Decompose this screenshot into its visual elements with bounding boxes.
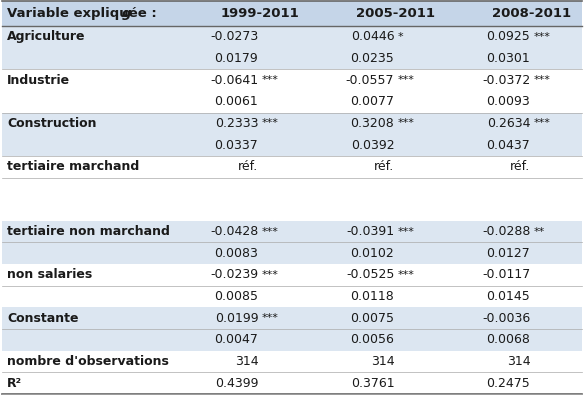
Text: Constante: Constante	[7, 312, 78, 325]
Text: 1999-2011: 1999-2011	[220, 7, 299, 20]
Bar	[2, 264, 582, 286]
Text: *: *	[397, 32, 403, 42]
Text: 314: 314	[235, 355, 258, 368]
Text: -0.0428: -0.0428	[210, 225, 258, 238]
Bar	[2, 26, 582, 48]
Text: 0.0077: 0.0077	[350, 95, 394, 108]
Text: 0.0093: 0.0093	[486, 95, 530, 108]
Text: -0.0557: -0.0557	[346, 73, 394, 87]
Text: **: **	[533, 227, 544, 237]
Text: 0.0083: 0.0083	[214, 247, 258, 260]
Text: réf.: réf.	[374, 160, 394, 173]
Text: -0.0525: -0.0525	[346, 268, 394, 281]
Bar	[2, 221, 582, 243]
Text: Variable expliquée :: Variable expliquée :	[7, 7, 161, 20]
Text: réf.: réf.	[238, 160, 258, 173]
Text: 0.0127: 0.0127	[486, 247, 530, 260]
Text: 2005-2011: 2005-2011	[356, 7, 435, 20]
Text: ***: ***	[261, 227, 278, 237]
Text: 2008-2011: 2008-2011	[492, 7, 571, 20]
Text: ***: ***	[397, 75, 414, 85]
Bar	[2, 372, 582, 394]
Text: 0.0179: 0.0179	[214, 52, 258, 65]
Bar	[2, 177, 582, 199]
Text: 0.0047: 0.0047	[214, 333, 258, 346]
Text: ***: ***	[397, 227, 414, 237]
Text: 314: 314	[507, 355, 530, 368]
Text: 0.0337: 0.0337	[214, 139, 258, 152]
Text: -0.0288: -0.0288	[482, 225, 530, 238]
Text: réf.: réf.	[510, 160, 530, 173]
Bar	[2, 329, 582, 351]
Text: 0.0925: 0.0925	[486, 30, 530, 43]
Bar	[2, 351, 582, 372]
Text: ***: ***	[261, 75, 278, 85]
Text: ***: ***	[533, 32, 550, 42]
Text: -0.0273: -0.0273	[210, 30, 258, 43]
Text: ***: ***	[261, 270, 278, 280]
Text: non salaries: non salaries	[7, 268, 92, 281]
Bar	[2, 134, 582, 156]
Text: ***: ***	[397, 118, 414, 128]
Bar	[2, 113, 582, 134]
Bar	[2, 307, 582, 329]
Text: 0.0235: 0.0235	[350, 52, 394, 65]
Text: R²: R²	[7, 377, 22, 390]
Text: ***: ***	[261, 313, 278, 323]
Bar	[2, 243, 582, 264]
Text: 0.0068: 0.0068	[486, 333, 530, 346]
Text: ***: ***	[533, 75, 550, 85]
Text: 0.0446: 0.0446	[351, 30, 394, 43]
Text: tertiaire marchand: tertiaire marchand	[7, 160, 139, 173]
Bar	[2, 286, 582, 307]
Text: 0.3761: 0.3761	[351, 377, 394, 390]
Text: -0.0036: -0.0036	[482, 312, 530, 325]
Text: Agriculture: Agriculture	[7, 30, 85, 43]
Text: 314: 314	[371, 355, 394, 368]
Text: ***: ***	[533, 118, 550, 128]
Text: 0.0061: 0.0061	[214, 95, 258, 108]
Text: -0.0641: -0.0641	[210, 73, 258, 87]
Text: 0.2475: 0.2475	[486, 377, 530, 390]
Bar	[2, 1, 582, 26]
Text: 0.0118: 0.0118	[350, 290, 394, 303]
Bar	[2, 91, 582, 113]
Text: 0.0075: 0.0075	[350, 312, 394, 325]
Bar	[2, 156, 582, 177]
Text: Industrie: Industrie	[7, 73, 70, 87]
Text: ***: ***	[397, 270, 414, 280]
Text: 0.0102: 0.0102	[350, 247, 394, 260]
Text: Construction: Construction	[7, 117, 96, 130]
Text: 0.0392: 0.0392	[351, 139, 394, 152]
Text: 0.0145: 0.0145	[486, 290, 530, 303]
Text: -0.0117: -0.0117	[482, 268, 530, 281]
Text: 0.0437: 0.0437	[486, 139, 530, 152]
Text: tertiaire non marchand: tertiaire non marchand	[7, 225, 170, 238]
Text: 0.2333: 0.2333	[215, 117, 258, 130]
Text: ***: ***	[261, 118, 278, 128]
Text: 0.2634: 0.2634	[487, 117, 530, 130]
Bar	[2, 69, 582, 91]
Text: 0.4399: 0.4399	[215, 377, 258, 390]
Text: g: g	[122, 7, 131, 20]
Text: -0.0391: -0.0391	[346, 225, 394, 238]
Bar	[2, 199, 582, 221]
Text: 0.3208: 0.3208	[350, 117, 394, 130]
Text: 0.0056: 0.0056	[350, 333, 394, 346]
Text: -0.0372: -0.0372	[482, 73, 530, 87]
Text: nombre d'observations: nombre d'observations	[7, 355, 169, 368]
Text: 0.0199: 0.0199	[215, 312, 258, 325]
Bar	[2, 48, 582, 69]
Text: 0.0301: 0.0301	[486, 52, 530, 65]
Text: -0.0239: -0.0239	[210, 268, 258, 281]
Text: 0.0085: 0.0085	[214, 290, 258, 303]
